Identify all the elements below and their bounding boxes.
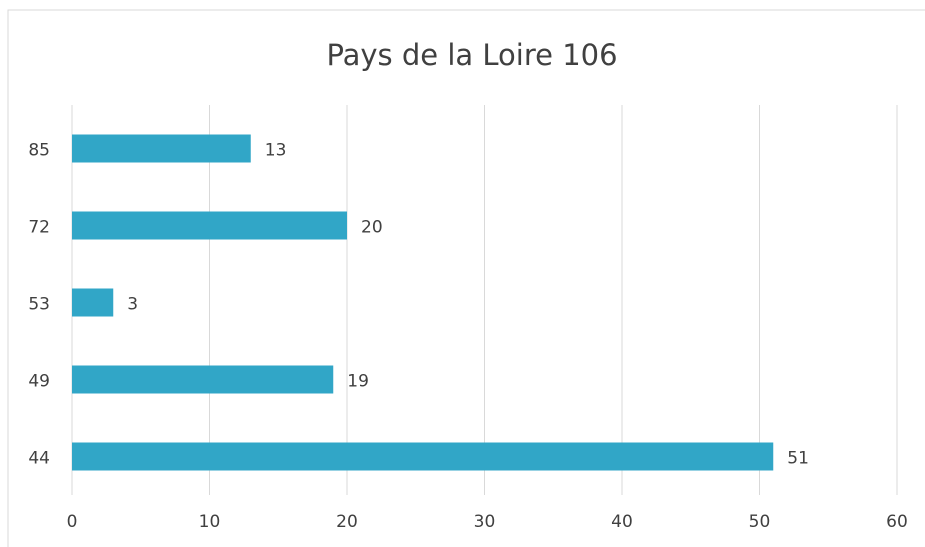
bar	[72, 211, 347, 240]
chart-title: Pays de la Loire 106	[326, 38, 617, 72]
data-label: 19	[347, 372, 369, 392]
y-tick-label: 53	[28, 295, 50, 315]
x-tick-label: 60	[886, 512, 908, 532]
x-tick-label: 40	[611, 512, 633, 532]
x-tick-label: 0	[67, 512, 78, 532]
data-label: 51	[787, 449, 809, 469]
data-label: 20	[361, 218, 383, 238]
y-tick-label: 72	[28, 218, 50, 238]
data-label: 13	[265, 141, 287, 161]
bar	[72, 134, 251, 163]
x-tick-label: 10	[199, 512, 221, 532]
bar	[72, 288, 114, 317]
y-tick-label: 49	[28, 372, 50, 392]
data-label: 3	[127, 295, 138, 315]
y-tick-label: 85	[28, 141, 50, 161]
bar	[72, 365, 334, 394]
x-tick-label: 50	[749, 512, 771, 532]
x-tick-label: 30	[474, 512, 496, 532]
bar	[72, 442, 774, 471]
y-tick-label: 44	[28, 449, 50, 469]
x-tick-label: 20	[336, 512, 358, 532]
